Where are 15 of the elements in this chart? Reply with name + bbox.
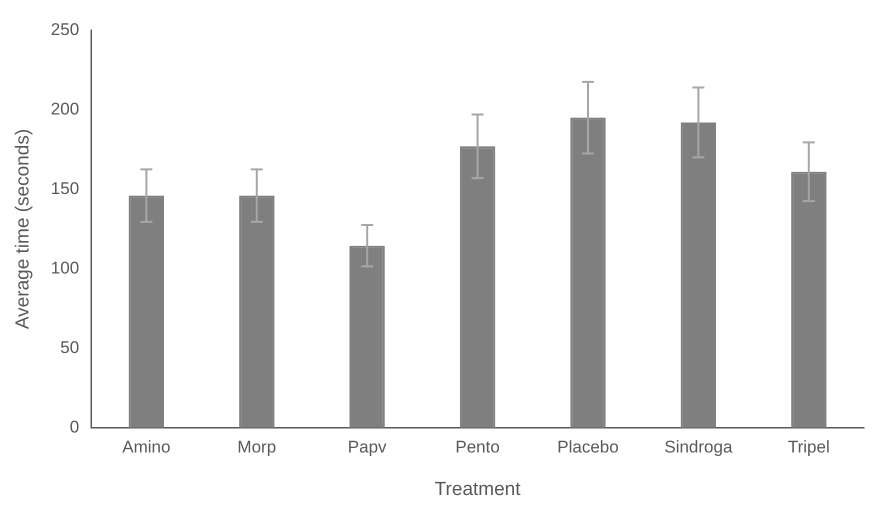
y-axis-title: Average time (seconds) [12, 128, 34, 330]
y-tick-label: 200 [50, 99, 80, 118]
y-tick-label: 0 [70, 417, 80, 436]
x-tick-label: Papv [348, 438, 388, 457]
x-tick-label: Sindroga [664, 438, 733, 457]
x-tick-label: Amino [122, 438, 170, 457]
x-tick-label: Tripel [788, 438, 830, 457]
y-tick-label: 250 [50, 20, 80, 39]
y-tick-label: 150 [50, 178, 80, 198]
y-tick-label: 100 [50, 258, 80, 278]
y-tick-label: 50 [60, 338, 80, 357]
x-tick-label: Pento [455, 438, 500, 457]
x-tick-label: Morp [237, 438, 276, 457]
x-axis-title: Treatment [434, 478, 522, 500]
x-tick-label: Placebo [557, 438, 619, 457]
